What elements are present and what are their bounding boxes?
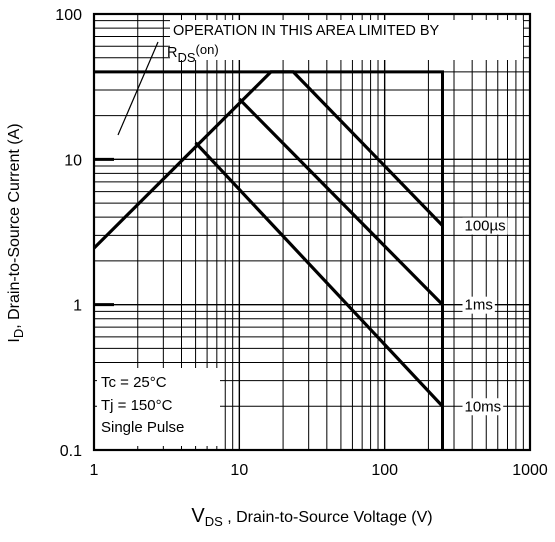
y-tick-label: 100	[55, 7, 82, 24]
series-label-2: 10ms	[465, 398, 502, 415]
x-axis-label-text: , Drain-to-Source Voltage (V)	[222, 509, 433, 526]
x-tick-label: 100	[371, 462, 398, 479]
y-tick-label: 0.1	[60, 443, 82, 460]
series-line-0	[92, 70, 444, 250]
tick-labels: 1 10 100 1000 0.1 1 10 100	[55, 7, 548, 479]
conditions-bg	[97, 368, 220, 446]
series-label-bg-1	[462, 296, 495, 314]
rds-annotation-bg	[170, 20, 523, 60]
condition-tj: Tj = 150°C	[101, 397, 173, 414]
x-axis-label-subscript: DS	[204, 514, 223, 529]
condition-tc: Tc = 25°C	[101, 374, 167, 391]
y-axis-label-text: , Drain-to-Source Current (A)	[6, 123, 23, 329]
condition-pulse: Single Pulse	[101, 419, 184, 436]
series-label-0: 100µs	[465, 218, 506, 235]
series-line-2	[194, 141, 444, 408]
series-label-1: 1ms	[465, 297, 493, 314]
rds-annotation-line2: RDS(on)	[167, 42, 219, 65]
y-tick-label: 1	[73, 298, 82, 315]
rds-annotation-pointer	[117, 41, 159, 136]
y-axis-label-symbol: I	[6, 338, 23, 343]
x-axis-label-symbol: V	[191, 505, 205, 527]
plot-frame	[92, 12, 532, 452]
series-label-bg-0	[462, 217, 508, 235]
x-tick-label: 10	[230, 462, 248, 479]
axis-ticks	[94, 157, 114, 307]
rds-annotation-line1: OPERATION IN THIS AREA LIMITED BY	[173, 23, 439, 39]
major-gridlines	[94, 14, 530, 450]
y-axis-label-subscript: D	[11, 328, 26, 339]
series-label-bg-2	[462, 398, 504, 416]
y-tick-label: 10	[64, 152, 82, 169]
x-axis-label: VDS , Drain-to-Source Voltage (V)	[92, 505, 532, 529]
boundary-line	[94, 70, 445, 450]
x-tick-label: 1000	[512, 462, 548, 479]
series-lines	[92, 70, 445, 450]
series-labels: 100µs 1ms 10ms	[462, 217, 508, 416]
series-line-1	[238, 97, 444, 306]
x-tick-label: 1	[90, 462, 99, 479]
y-axis-label: ID, Drain-to-Source Current (A)	[6, 73, 26, 393]
